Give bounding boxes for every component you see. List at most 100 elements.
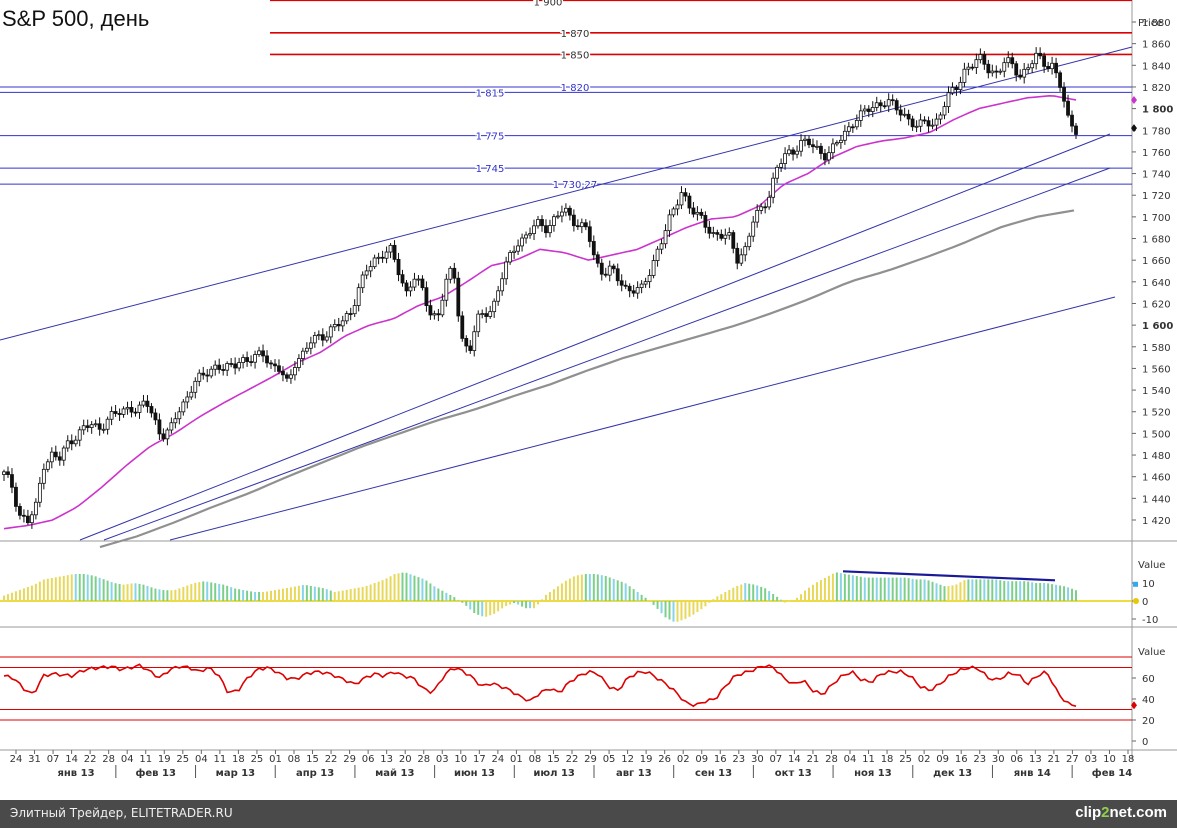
candle-body: [304, 347, 309, 352]
rsi-panel: Value 60 40 20 0: [0, 647, 1177, 751]
candle-body: [101, 428, 106, 431]
price-tick-label: 1 700: [1142, 213, 1171, 224]
candle: [320, 328, 325, 347]
candle: [643, 277, 648, 288]
candle: [607, 260, 612, 282]
candle-body: [109, 411, 114, 420]
candle-body: [145, 400, 150, 407]
candle: [137, 401, 142, 419]
candle-body: [496, 290, 501, 302]
candle: [404, 280, 409, 297]
candle: [121, 406, 126, 418]
candle: [189, 385, 194, 400]
candle: [548, 219, 552, 238]
candle-body: [819, 145, 823, 154]
candle-body: [874, 102, 879, 108]
candle-body: [894, 100, 899, 111]
candle: [169, 417, 174, 434]
candle: [153, 408, 158, 425]
rsi-tick-label: 60: [1142, 674, 1155, 685]
price-tick-label: 1 520: [1142, 408, 1171, 419]
candle: [480, 309, 485, 319]
candle: [460, 311, 465, 342]
osc-tick-label: 0: [1142, 597, 1148, 608]
candle-body: [324, 336, 329, 341]
candle: [308, 336, 313, 355]
candle: [384, 246, 389, 264]
candle: [715, 229, 720, 241]
candle-body: [185, 396, 190, 403]
candle-body: [372, 257, 377, 268]
candle-body: [791, 149, 795, 155]
candle: [364, 264, 369, 280]
candle: [496, 285, 501, 306]
candle: [623, 280, 628, 290]
candle-body: [723, 234, 728, 239]
candle: [1066, 94, 1070, 118]
candle-body: [225, 363, 230, 371]
candle-body: [177, 411, 182, 420]
candle-body: [384, 251, 389, 259]
candle: [37, 476, 42, 508]
candle-body: [1034, 52, 1039, 65]
candle-body: [978, 54, 983, 61]
candle-body: [508, 252, 513, 263]
candle-body: [878, 102, 883, 107]
candle: [225, 361, 230, 377]
candle: [340, 315, 345, 332]
candle-body: [671, 208, 676, 216]
candle-body: [544, 225, 548, 234]
candle-body: [854, 120, 859, 128]
candle: [795, 145, 799, 159]
candle-body: [691, 207, 696, 215]
candle-body: [759, 206, 764, 211]
x-tick-label: 18: [1122, 754, 1135, 765]
candle: [18, 503, 22, 520]
candle-body: [1038, 52, 1043, 57]
footer-bar: Элитный Трейдер, ELITETRADER.RU clip2net…: [0, 800, 1177, 828]
level-label: 1 815: [476, 88, 505, 99]
candle: [556, 210, 560, 220]
candle: [26, 509, 30, 526]
candle: [500, 272, 505, 296]
candle: [173, 412, 178, 429]
candle-body: [1058, 72, 1062, 88]
candle: [1018, 69, 1023, 80]
candle: [950, 82, 955, 96]
oscillator-panel: Value 10 0 -10: [0, 560, 1177, 628]
level-label: 1 745: [476, 164, 505, 175]
candle: [528, 227, 532, 239]
x-month-label: апр 13: [296, 768, 334, 779]
x-tick-label: 30: [751, 754, 764, 765]
candle: [982, 51, 987, 70]
candle: [185, 391, 190, 409]
price-tick-label: 1 880: [1142, 18, 1171, 29]
candle: [269, 360, 273, 369]
candle-body: [954, 87, 959, 90]
candle-body: [699, 211, 704, 216]
candle: [285, 372, 289, 382]
candle-body: [607, 265, 612, 276]
candle: [874, 96, 879, 112]
candle-body: [743, 246, 748, 256]
candle: [368, 260, 373, 278]
x-month-label: янв 14: [1014, 768, 1051, 779]
candle: [567, 205, 572, 221]
candle: [719, 229, 724, 241]
candle-body: [571, 214, 576, 227]
candle: [300, 347, 305, 366]
candle: [233, 357, 238, 375]
candle: [691, 202, 696, 218]
candle-body: [651, 260, 656, 276]
candle-body: [695, 211, 700, 215]
clip2net-logo[interactable]: clip2net.com: [1075, 804, 1167, 821]
x-tick-label: 02: [677, 754, 690, 765]
candle: [324, 331, 329, 343]
price-tick-label: 1 860: [1142, 40, 1171, 51]
price-tick-label: 1 560: [1142, 364, 1171, 375]
candle: [699, 208, 704, 219]
candle-body: [715, 232, 720, 235]
candle: [803, 135, 807, 147]
candle: [81, 419, 86, 435]
candle: [683, 188, 688, 202]
